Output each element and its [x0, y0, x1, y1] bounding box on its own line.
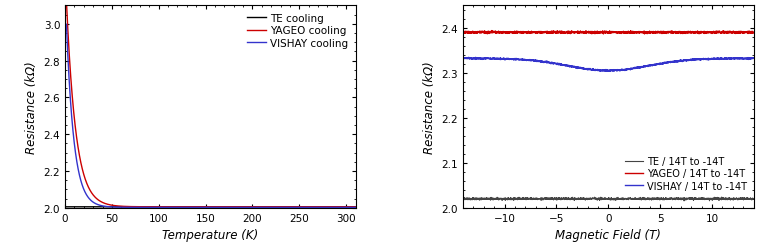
YAGEO / 14T to -14T — [640, 33, 649, 36]
Legend: TE / 14T to -14T, YAGEO / 14T to -14T, VISHAY / 14T to -14T: TE / 14T to -14T, YAGEO / 14T to -14T, V… — [623, 154, 749, 193]
YAGEO / 14T to -14T — [615, 31, 624, 34]
TE cooling — [343, 205, 352, 208]
YAGEO / 14T to -14T — [467, 32, 476, 35]
YAGEO / 14T to -14T — [734, 33, 744, 36]
VISHAY cooling — [351, 206, 360, 209]
X-axis label: Temperature (K): Temperature (K) — [162, 228, 259, 241]
YAGEO cooling — [343, 205, 352, 208]
TE / 14T to -14T — [749, 197, 758, 200]
Y-axis label: Resistance (kΩ): Resistance (kΩ) — [423, 61, 436, 153]
TE / 14T to -14T — [679, 200, 689, 203]
TE cooling — [76, 205, 86, 208]
TE cooling — [203, 205, 212, 208]
Line: TE / 14T to -14T: TE / 14T to -14T — [463, 197, 754, 201]
TE cooling — [195, 205, 204, 208]
TE / 14T to -14T — [467, 198, 476, 201]
Line: YAGEO / 14T to -14T: YAGEO / 14T to -14T — [463, 32, 754, 35]
Line: VISHAY / 14T to -14T: VISHAY / 14T to -14T — [463, 58, 754, 72]
YAGEO cooling — [62, 1, 71, 4]
VISHAY / 14T to -14T — [749, 57, 758, 60]
VISHAY / 14T to -14T — [471, 57, 480, 60]
TE / 14T to -14T — [520, 198, 529, 201]
YAGEO / 14T to -14T — [487, 30, 496, 33]
TE / 14T to -14T — [615, 198, 624, 201]
TE cooling — [343, 205, 352, 208]
YAGEO cooling — [351, 205, 360, 208]
YAGEO / 14T to -14T — [458, 32, 467, 35]
YAGEO / 14T to -14T — [749, 32, 758, 35]
VISHAY cooling — [195, 206, 204, 209]
VISHAY cooling — [343, 206, 352, 209]
VISHAY / 14T to -14T — [606, 71, 615, 74]
TE cooling — [351, 205, 360, 208]
TE / 14T to -14T — [467, 198, 476, 201]
YAGEO cooling — [203, 205, 212, 208]
Line: YAGEO cooling: YAGEO cooling — [67, 2, 356, 207]
Line: VISHAY cooling: VISHAY cooling — [67, 25, 356, 208]
TE / 14T to -14T — [607, 198, 617, 201]
VISHAY / 14T to -14T — [734, 58, 744, 61]
YAGEO cooling — [343, 205, 352, 208]
VISHAY / 14T to -14T — [615, 70, 624, 73]
VISHAY / 14T to -14T — [607, 70, 617, 73]
VISHAY cooling — [62, 24, 71, 27]
TE cooling — [62, 205, 71, 208]
VISHAY cooling — [343, 206, 352, 209]
TE cooling — [289, 205, 298, 208]
Y-axis label: Resistance (kΩ): Resistance (kΩ) — [25, 61, 38, 153]
VISHAY / 14T to -14T — [467, 58, 476, 61]
YAGEO cooling — [289, 205, 298, 208]
TE / 14T to -14T — [458, 197, 467, 200]
VISHAY cooling — [203, 206, 212, 209]
Legend: TE cooling, YAGEO cooling, VISHAY cooling: TE cooling, YAGEO cooling, VISHAY coolin… — [245, 12, 350, 51]
VISHAY cooling — [332, 206, 341, 209]
YAGEO cooling — [76, 163, 86, 166]
TE / 14T to -14T — [717, 196, 726, 199]
TE / 14T to -14T — [734, 198, 744, 201]
YAGEO / 14T to -14T — [607, 32, 617, 35]
X-axis label: Magnetic Field (T): Magnetic Field (T) — [555, 228, 661, 241]
YAGEO / 14T to -14T — [520, 32, 529, 35]
VISHAY cooling — [289, 206, 298, 209]
VISHAY cooling — [76, 180, 86, 183]
VISHAY / 14T to -14T — [458, 58, 467, 61]
YAGEO / 14T to -14T — [467, 33, 476, 36]
YAGEO cooling — [195, 205, 204, 208]
VISHAY / 14T to -14T — [467, 58, 476, 61]
VISHAY / 14T to -14T — [520, 59, 529, 62]
